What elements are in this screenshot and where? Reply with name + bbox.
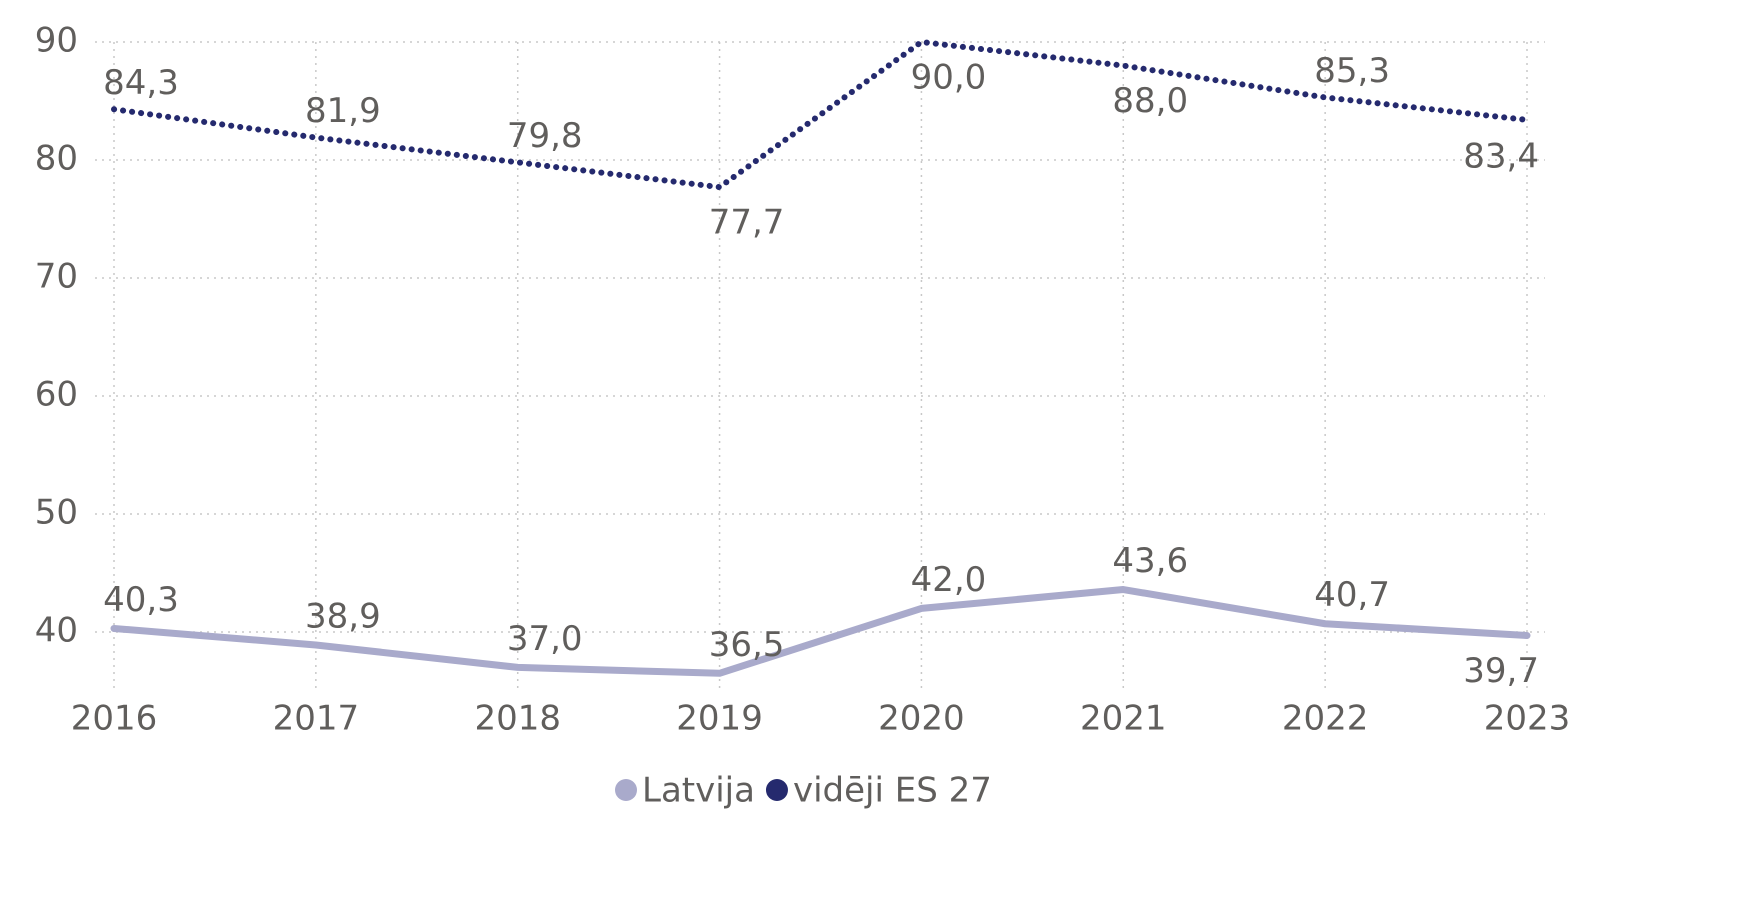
data-label: 77,7 [709,203,785,243]
legend-marker [765,779,788,801]
x-tick-label: 2023 [1484,699,1571,739]
data-label: 83,4 [1463,136,1539,176]
legend-marker [615,779,637,801]
data-label: 36,5 [709,625,785,665]
y-tick-label: 80 [35,139,78,179]
legend-label: Latvija [642,771,755,811]
y-tick-label: 70 [35,257,78,297]
x-tick-label: 2020 [878,699,965,739]
data-label: 37,0 [507,619,583,659]
data-label: 38,9 [305,596,381,636]
x-tick-label: 2017 [273,699,360,739]
data-label: 39,7 [1463,651,1539,691]
x-tick-label: 2016 [71,699,158,739]
x-tick-label: 2019 [676,699,763,739]
data-label: 84,3 [103,63,179,103]
data-label: 42,0 [911,560,987,600]
y-tick-label: 60 [35,375,78,415]
data-label: 90,0 [911,58,987,98]
data-label: 40,3 [103,580,179,620]
x-tick-label: 2018 [474,699,561,739]
x-tick-label: 2021 [1080,699,1167,739]
y-tick-label: 50 [35,493,78,533]
x-tick-label: 2022 [1282,699,1369,739]
series-line [111,39,1530,191]
data-label: 81,9 [305,91,381,131]
series-line [110,586,1531,677]
data-label: 85,3 [1314,51,1390,91]
y-tick-label: 90 [35,21,78,61]
legend-label: vidēji ES 27 [793,771,992,811]
data-label: 88,0 [1112,81,1188,121]
data-label: 40,7 [1314,575,1390,615]
data-label: 79,8 [507,116,583,156]
y-tick-label: 40 [35,611,78,651]
data-label: 43,6 [1112,541,1188,581]
